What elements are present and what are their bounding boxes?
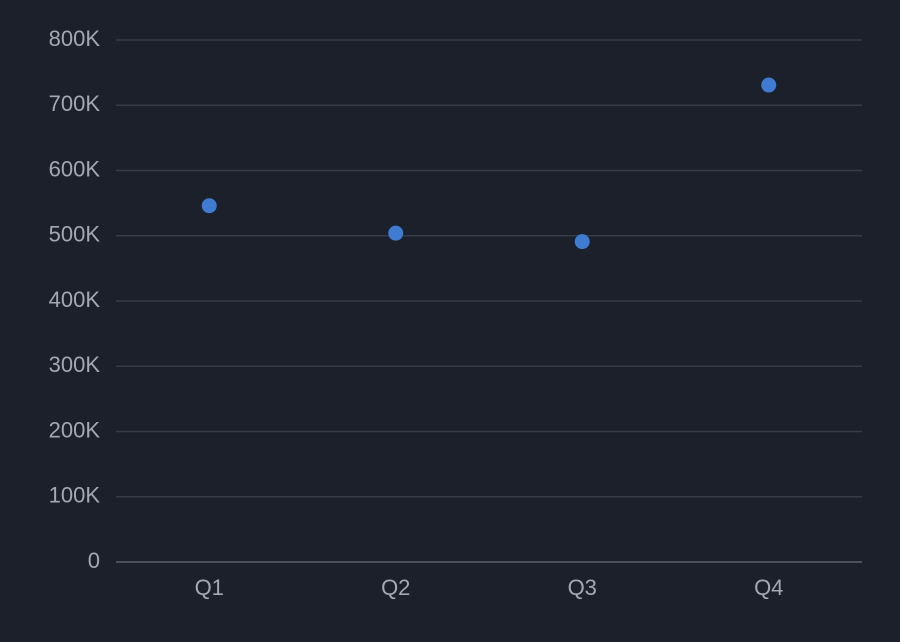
y-tick-label: 800K — [49, 26, 101, 51]
point — [201, 198, 217, 214]
y-tick-label: 600K — [49, 156, 101, 181]
y-tick-label: 700K — [49, 91, 101, 116]
y-tick-label: 400K — [49, 287, 101, 312]
x-tick-label: Q2 — [381, 575, 410, 600]
y-tick-label: 0 — [88, 548, 100, 573]
point — [761, 77, 777, 93]
y-tick-label: 300K — [49, 352, 101, 377]
x-tick-label: Q4 — [754, 575, 783, 600]
point — [388, 225, 404, 241]
y-tick-label: 200K — [49, 417, 101, 442]
y-tick-label: 100K — [49, 483, 101, 508]
x-tick-label: Q1 — [195, 575, 224, 600]
x-tick-label: Q3 — [568, 575, 597, 600]
point — [574, 234, 590, 250]
y-tick-label: 500K — [49, 222, 101, 247]
